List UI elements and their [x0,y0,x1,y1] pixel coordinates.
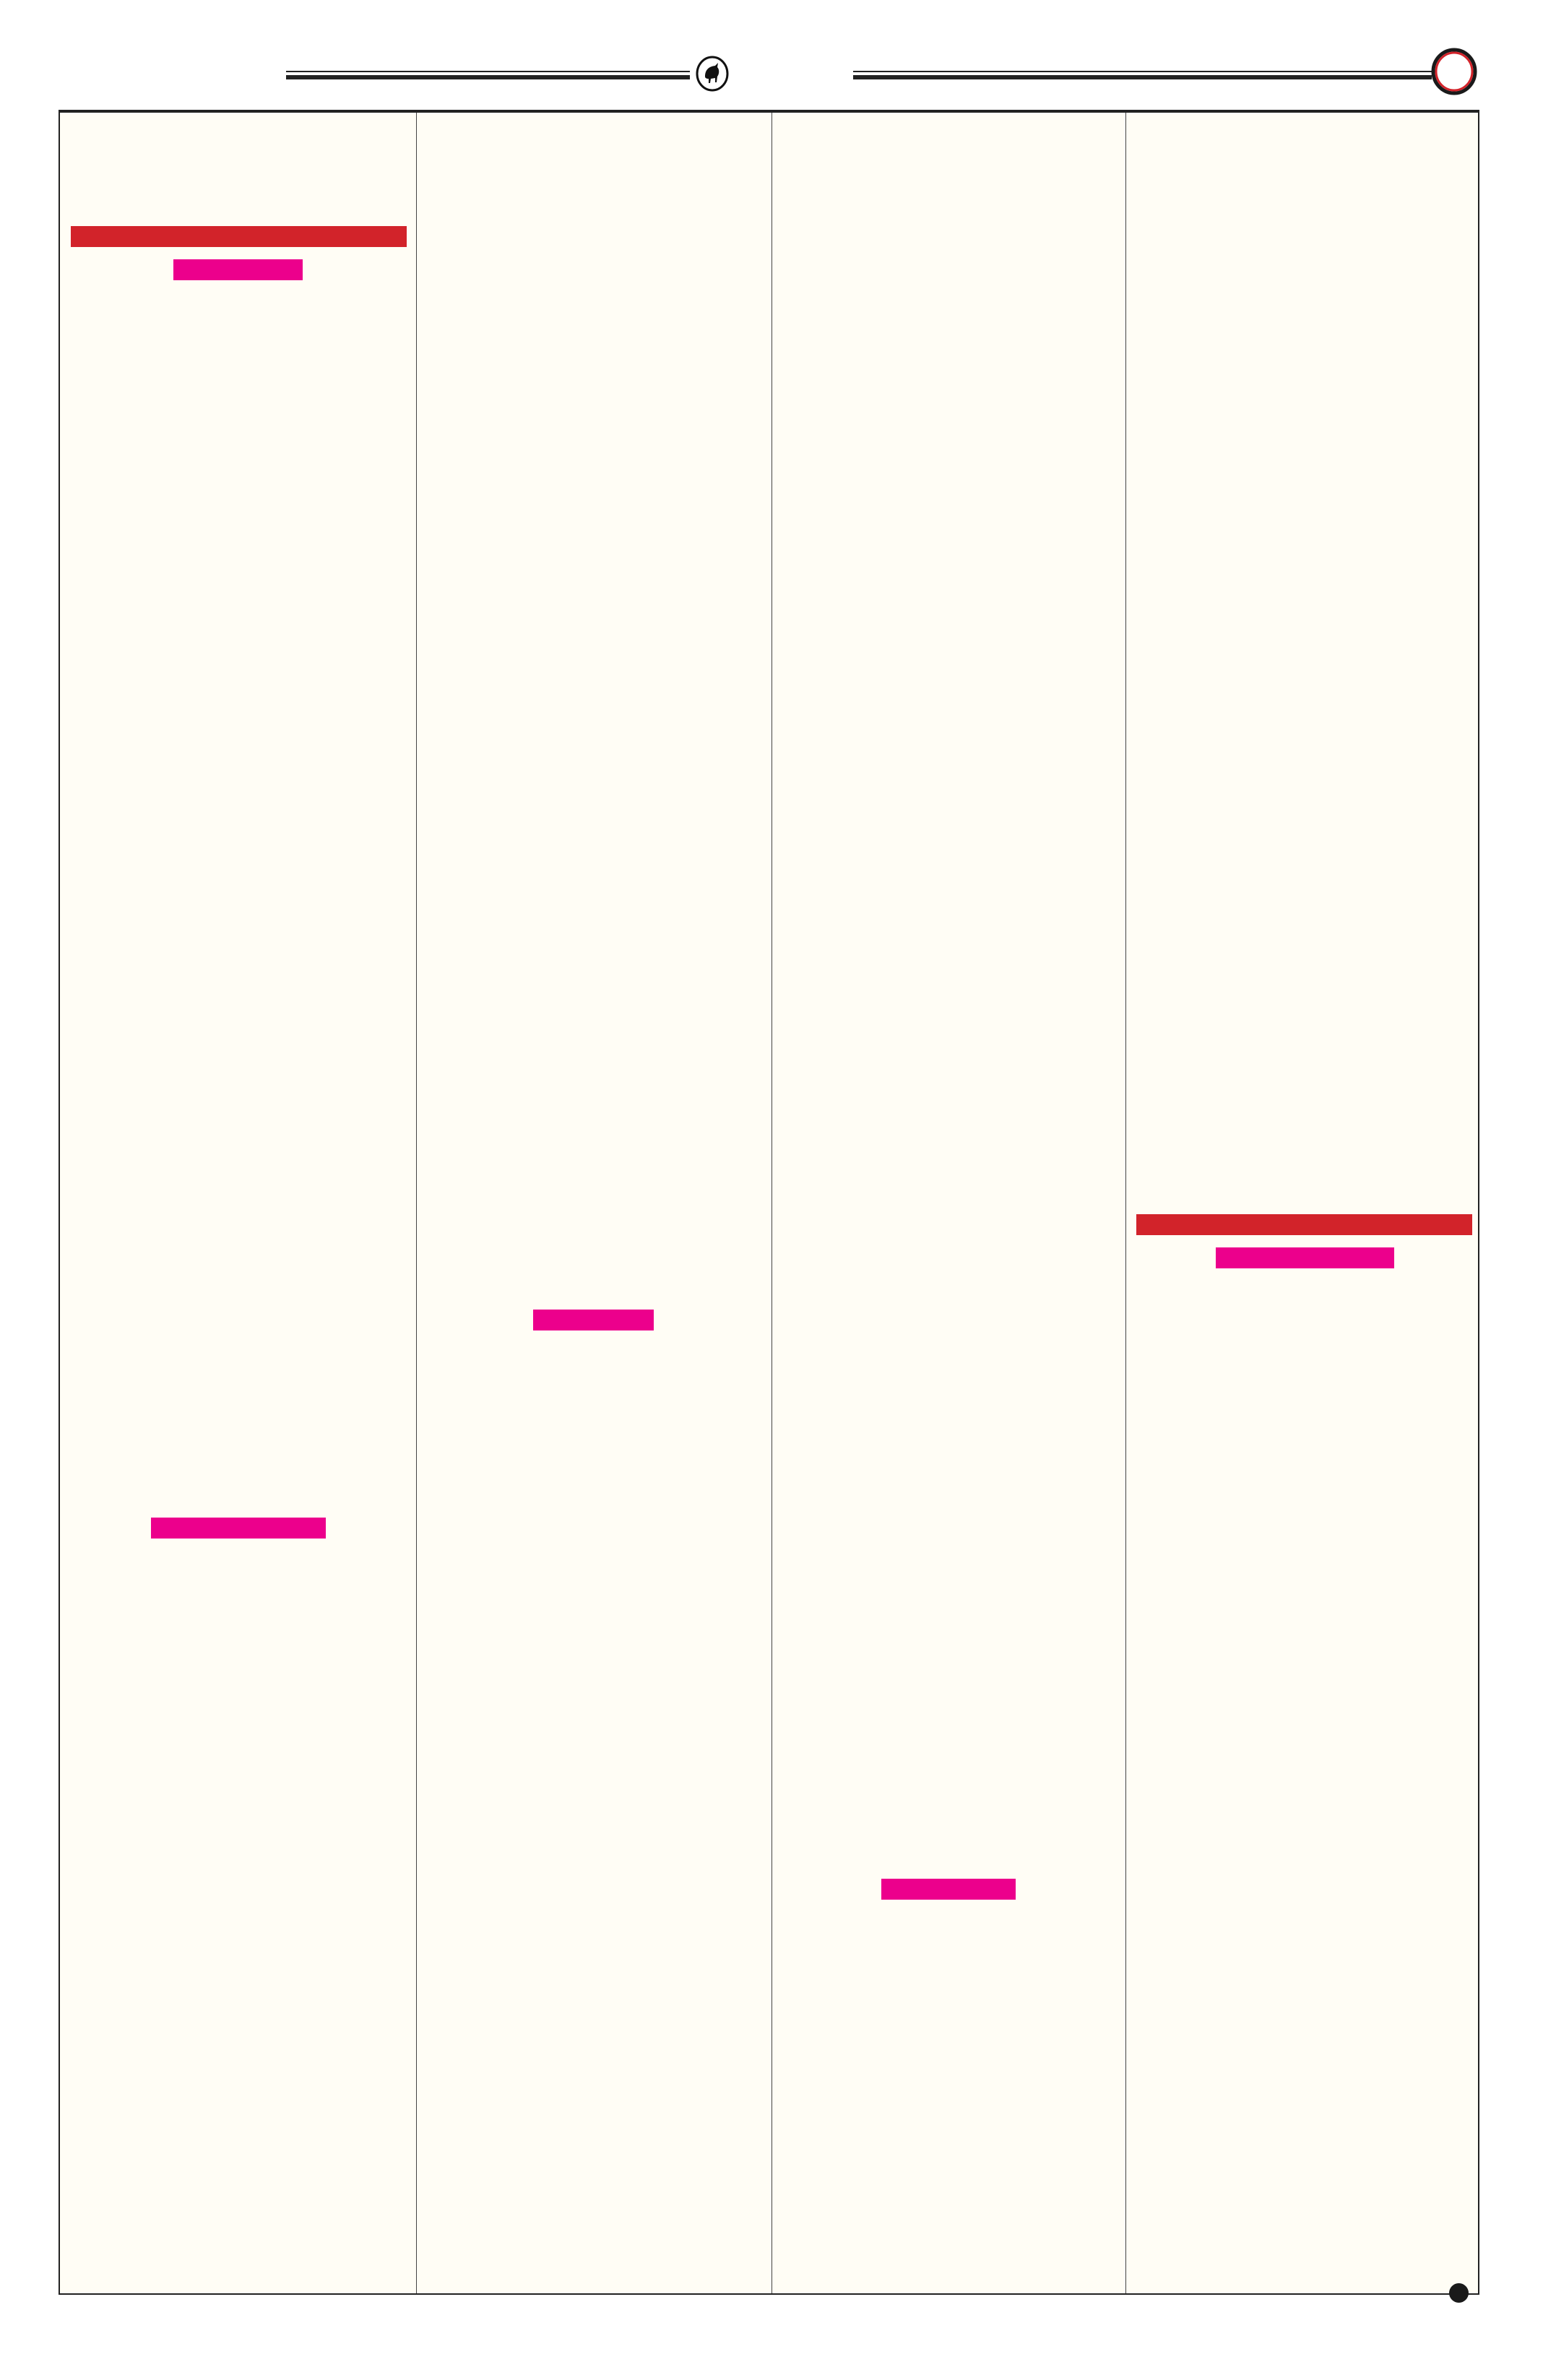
header-rule-right [853,71,1432,79]
header-rule-left [286,71,690,79]
black-dot-icon [1449,2283,1469,2303]
column-divider [1125,113,1126,2293]
heading-bar [71,226,407,247]
column-divider [416,113,417,2293]
subheading-bar [881,1879,1016,1900]
heading-bar [1136,1214,1472,1235]
subheading-bar [533,1310,654,1330]
content-frame [59,110,1479,2295]
subheading-bar [1216,1247,1394,1268]
subheading-bar [173,259,303,280]
subheading-bar [151,1518,326,1539]
bull-emblem-icon [696,56,729,92]
red-ring-icon [1431,48,1477,95]
